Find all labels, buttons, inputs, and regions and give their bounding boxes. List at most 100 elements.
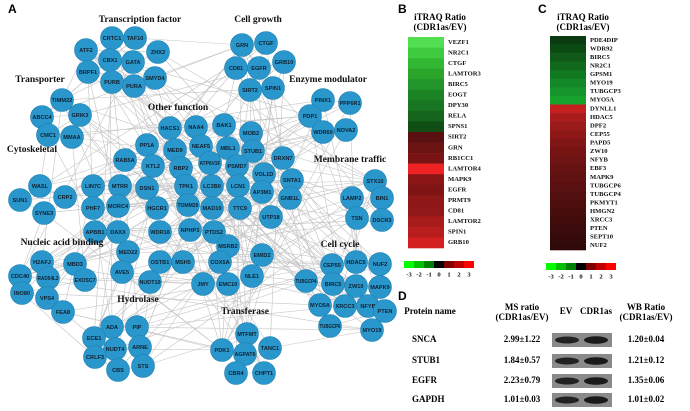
edge: [21, 292, 96, 358]
edge: [136, 261, 357, 328]
scale-label: -2: [416, 272, 422, 279]
node-label: MTRR: [112, 184, 128, 190]
scale-label: -2: [558, 274, 564, 281]
node-label: UTP18: [262, 215, 279, 221]
node-label: RAD54L2: [38, 276, 59, 282]
node-label: VPS4: [40, 296, 55, 302]
node-label: MORC4: [108, 204, 129, 210]
node: [110, 260, 134, 284]
gene-label: SIRT2: [448, 134, 467, 141]
scale-label: -3: [406, 272, 412, 279]
scale-swatch: [414, 261, 424, 268]
blot-band: [584, 336, 608, 344]
node: [298, 104, 322, 128]
gene-label: GRN: [448, 144, 463, 151]
edge: [159, 197, 353, 263]
node: [28, 174, 52, 198]
node-label: RBP2: [174, 166, 189, 172]
edge: [269, 61, 285, 349]
node-label: STUB1: [244, 149, 262, 155]
node-label: NEAF5: [192, 144, 210, 150]
wb-ratio: 1.01±0.02: [628, 394, 665, 404]
node: [360, 318, 384, 342]
node-label: AVE5: [115, 270, 129, 276]
node: [338, 91, 362, 115]
heat-cell: [550, 61, 586, 71]
node-label: AGPAT6: [235, 352, 256, 358]
node: [311, 88, 335, 112]
node-label: GATA: [125, 60, 140, 66]
node: [145, 196, 169, 220]
gene-label: VEZF1: [448, 39, 469, 46]
node-label: CTGF: [258, 41, 274, 47]
group-label: Hydrolase: [117, 295, 159, 305]
edge: [134, 37, 243, 46]
heat-cell: [550, 95, 586, 105]
gene-label: WDR92: [590, 45, 613, 52]
group-label: Cell cycle: [321, 240, 360, 250]
heat-cell: [408, 121, 444, 133]
node: [250, 180, 274, 204]
heat-cell: [408, 110, 444, 122]
node-label: DAXX: [110, 230, 126, 236]
node-label: FEA8: [56, 310, 70, 316]
scale-swatch: [404, 261, 414, 268]
heat-cell: [408, 153, 444, 164]
node-label: H2AFJ: [33, 260, 51, 266]
node-label: GRIK3: [71, 113, 88, 119]
node: [212, 113, 236, 137]
heat-cell: [550, 104, 586, 114]
gene-label: MAPK9: [590, 174, 614, 181]
node-label: BIRC5: [325, 282, 342, 288]
heat-cell: [550, 121, 586, 131]
node-label: SIRT2: [242, 88, 258, 94]
node-label: HGCR1: [147, 206, 167, 212]
node-label: MYO5A: [310, 303, 330, 309]
node-label: NAA4: [188, 125, 204, 131]
node: [308, 293, 332, 317]
node-label: PDK1: [215, 348, 230, 354]
node-label: TUBGCP4: [296, 279, 318, 285]
node-label: CRTC1: [103, 36, 122, 42]
heat-cell: [550, 172, 586, 182]
heat-cell: [550, 147, 586, 157]
heatmap-subtitle: (CDR1as/EV): [557, 22, 610, 32]
panel-letter: C: [538, 2, 547, 16]
gene-label: CEP55: [590, 131, 610, 138]
node-label: LAMP2: [343, 196, 362, 202]
gene-label: MYO5A: [590, 97, 614, 104]
node: [113, 148, 137, 172]
node: [208, 250, 232, 274]
node-label: ADA: [106, 325, 118, 331]
node: [210, 338, 234, 362]
node: [344, 250, 368, 274]
gene-label: LAMTOR2: [448, 218, 482, 225]
protein-name: EGFR: [412, 375, 438, 385]
scale-swatch: [424, 261, 434, 268]
node-label: GNB1L: [281, 196, 301, 202]
blot-band: [584, 396, 608, 404]
node-label: PHF7: [86, 206, 100, 212]
node: [250, 243, 274, 267]
node-label: ZW10: [349, 284, 364, 290]
panel-letter: B: [398, 2, 407, 16]
gene-label: TUBGCP6: [590, 182, 621, 189]
node: [121, 50, 145, 74]
node-label: WASL: [32, 184, 49, 190]
node: [272, 50, 296, 74]
scale-swatch: [566, 263, 576, 270]
node: [106, 194, 130, 218]
heat-cell: [408, 216, 444, 228]
node: [334, 118, 358, 142]
node: [123, 26, 147, 50]
node: [50, 88, 74, 112]
gene-label: PKMYT1: [590, 199, 618, 206]
node: [373, 299, 397, 323]
node-label: ATP6V1F: [200, 161, 221, 167]
node: [138, 270, 162, 294]
heat-cell: [408, 142, 444, 154]
node-label: ECE1: [87, 336, 102, 342]
node: [252, 361, 276, 385]
group-label: Transcription factor: [99, 15, 182, 25]
table-header: (CDR1as/EV): [496, 312, 549, 322]
